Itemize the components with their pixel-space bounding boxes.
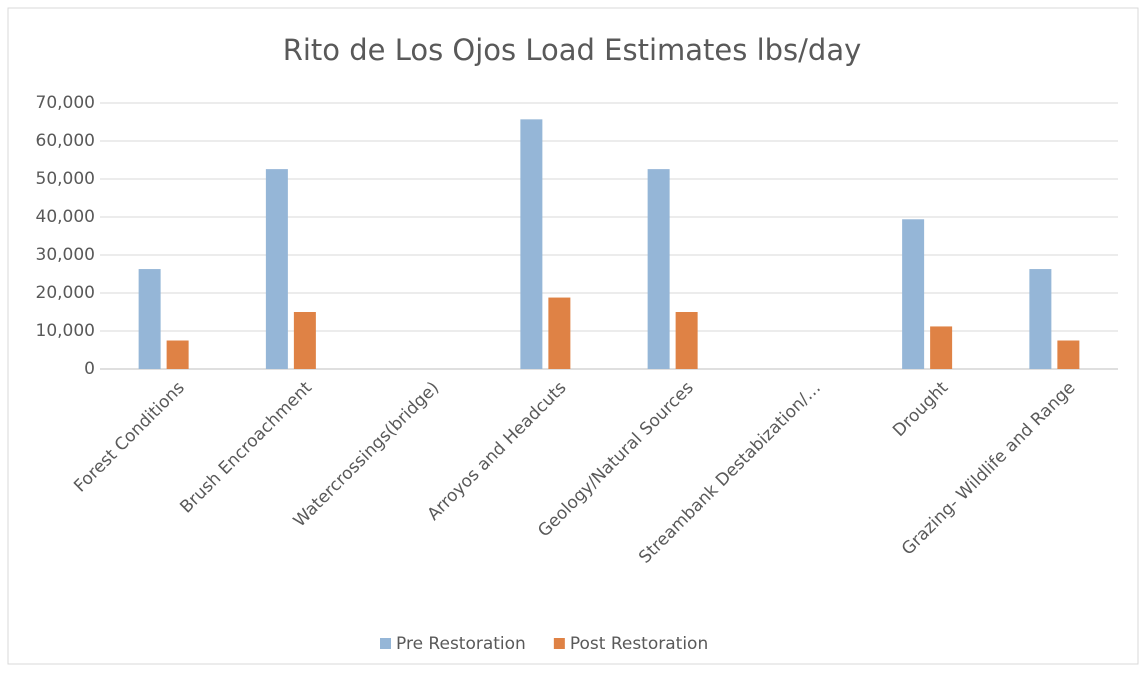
- bar: [1057, 340, 1080, 369]
- y-tick-label: 20,000: [36, 283, 95, 303]
- legend-label: Pre Restoration: [396, 634, 526, 654]
- y-tick-label: 30,000: [36, 245, 95, 265]
- y-tick-label: 60,000: [36, 131, 95, 151]
- bar: [902, 219, 925, 369]
- bar: [166, 340, 189, 369]
- chart-title: Rito de Los Ojos Load Estimates lbs/day: [283, 33, 862, 67]
- legend-swatch: [380, 638, 391, 649]
- y-tick-label: 10,000: [36, 321, 95, 341]
- bar: [1029, 269, 1052, 369]
- bar: [930, 326, 953, 369]
- y-tick-label: 40,000: [36, 207, 95, 227]
- legend-label: Post Restoration: [570, 634, 708, 654]
- bar: [520, 119, 543, 369]
- bar: [548, 297, 571, 369]
- legend-swatch: [553, 638, 565, 649]
- chart-border: [7, 7, 1139, 665]
- y-tick-label: 0: [84, 359, 95, 379]
- bar: [138, 269, 161, 369]
- bar: [647, 169, 670, 369]
- y-tick-label: 50,000: [36, 169, 95, 189]
- bar: [293, 312, 316, 369]
- y-tick-label: 70,000: [36, 93, 95, 113]
- bar: [265, 169, 288, 369]
- bar: [675, 312, 698, 369]
